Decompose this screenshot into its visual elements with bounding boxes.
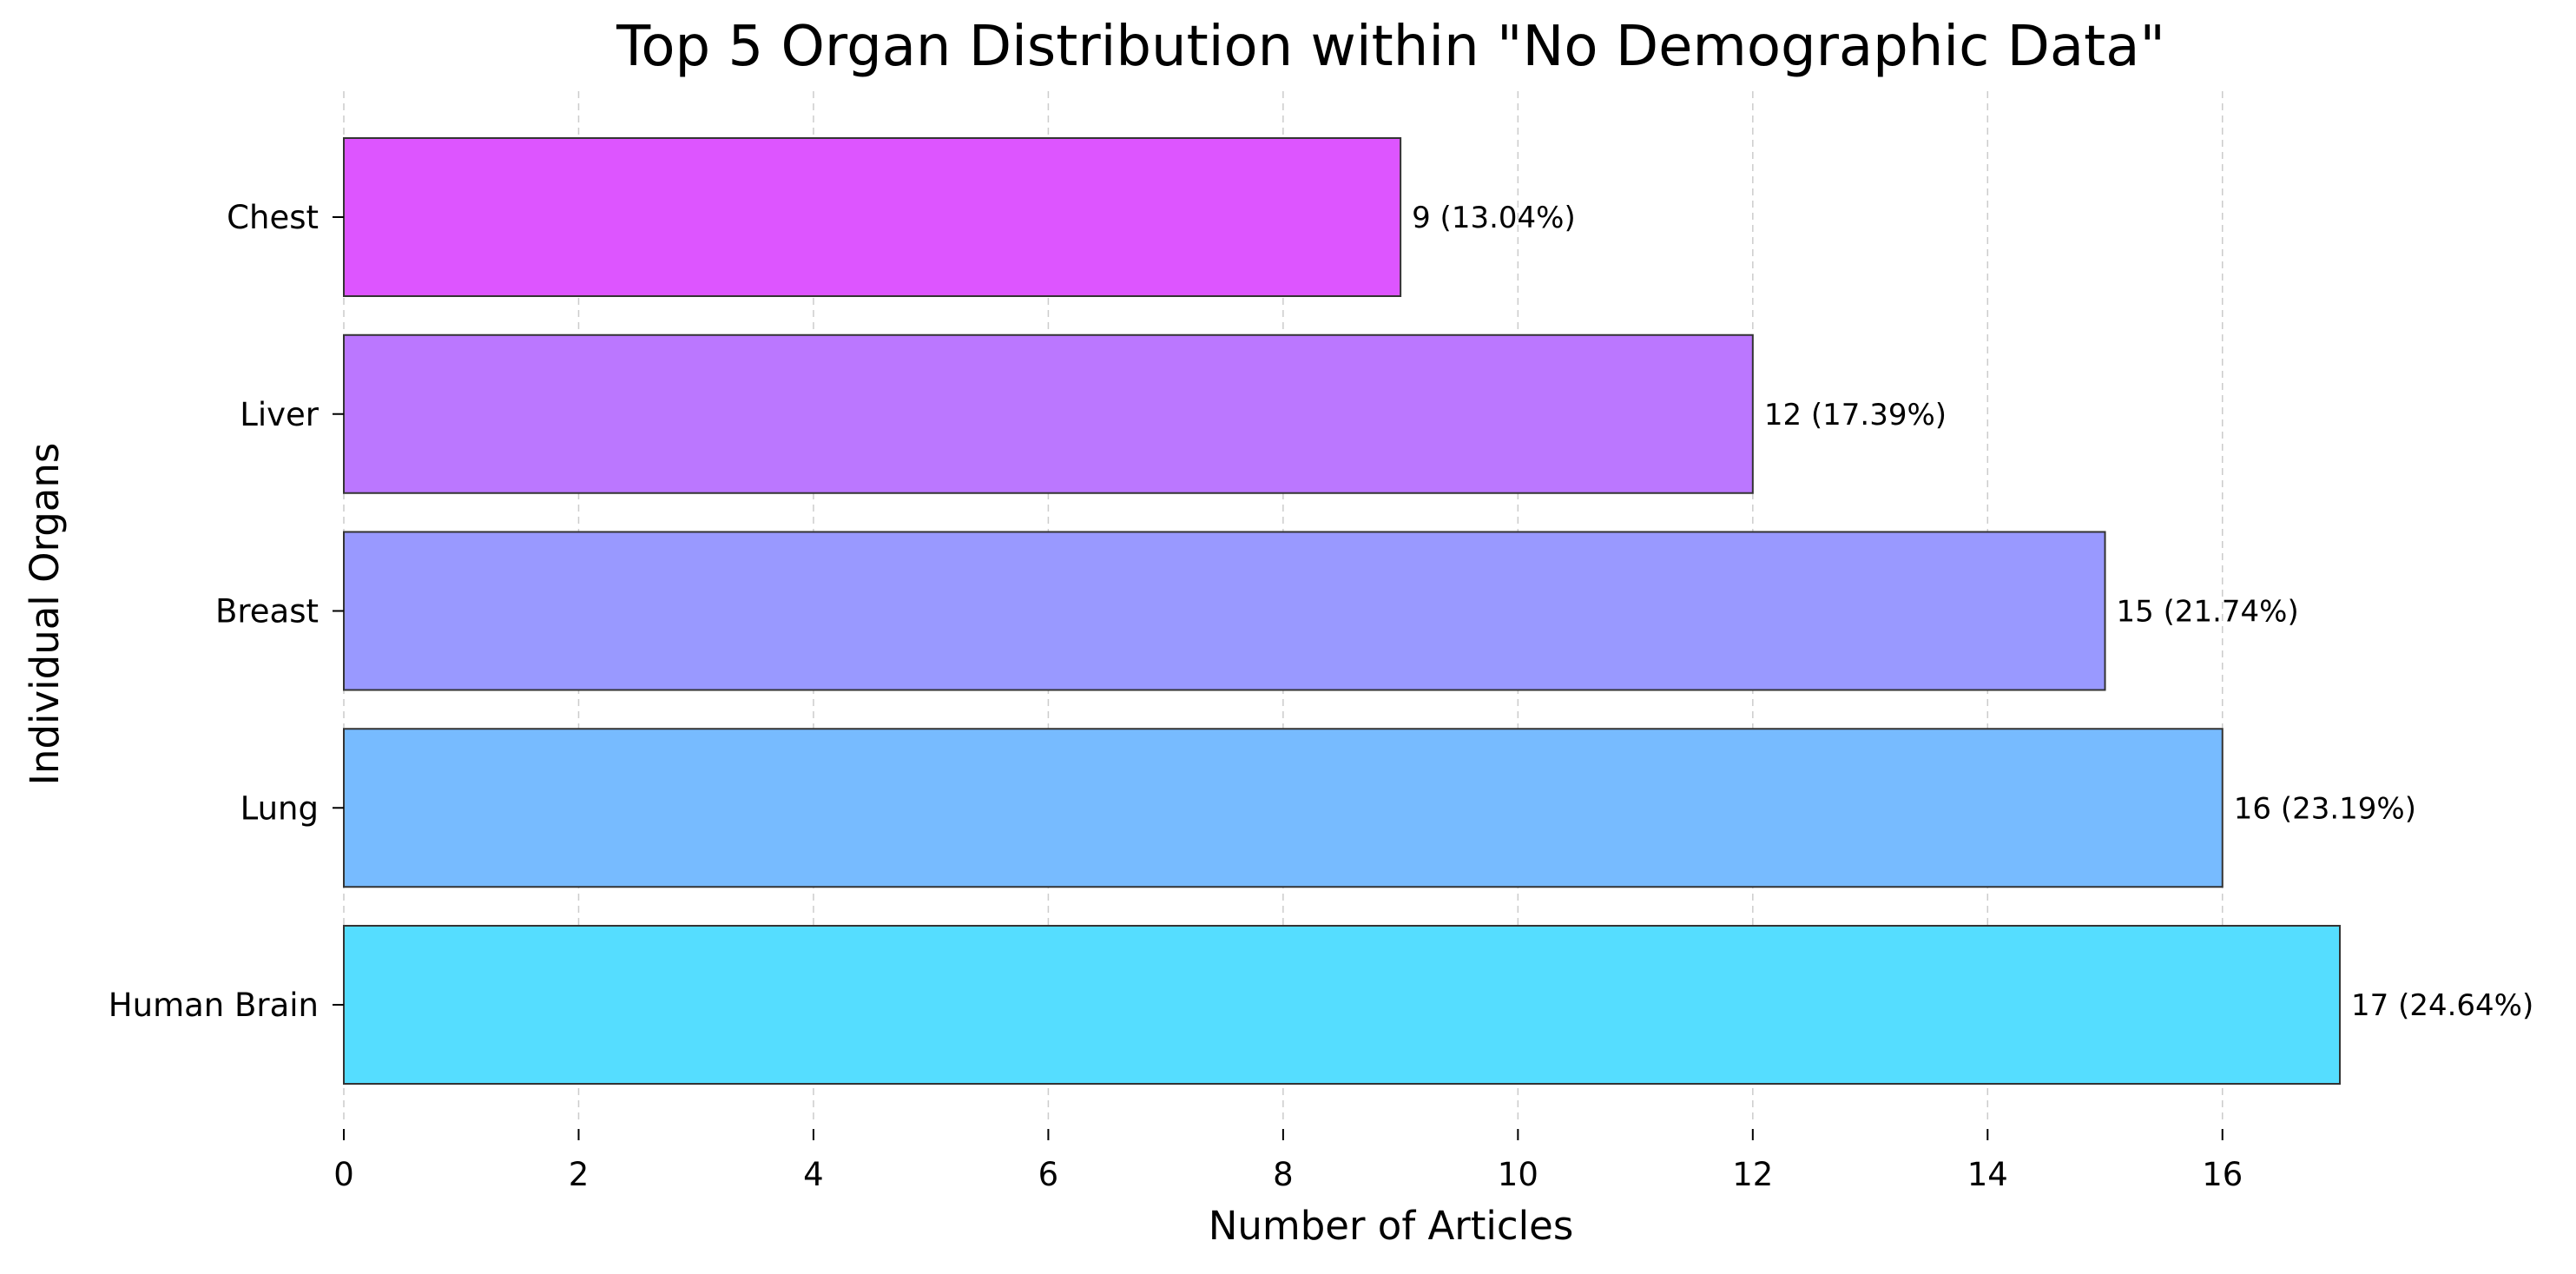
x-tick-label: 14 — [1967, 1156, 2008, 1193]
data-label: 9 (13.04%) — [1412, 201, 1576, 235]
y-tick-label: Breast — [215, 593, 319, 630]
data-labels: 17 (24.64%) 16 (23.19%) 15 (21.74%) 12 (17.… — [1412, 201, 2533, 1023]
x-tick-label: 12 — [1732, 1156, 1773, 1193]
data-label: 17 (24.64%) — [2351, 988, 2533, 1023]
y-tick-label: Human Brain — [109, 987, 319, 1024]
x-axis-label: Number of Articles — [1209, 1203, 1574, 1249]
bar-chest — [343, 137, 1402, 297]
y-tick-label: Lung — [240, 789, 319, 827]
x-axis: 0 2 4 6 8 10 12 14 16 — [333, 1129, 2243, 1193]
y-axis: Human Brain Lung Breast Liver Chest — [109, 199, 344, 1024]
data-label: 15 (21.74%) — [2117, 595, 2299, 630]
y-tick-label: Chest — [227, 199, 319, 236]
x-tick-label: 6 — [1038, 1156, 1059, 1193]
y-axis-label: Individual Organs — [22, 443, 68, 786]
x-tick-label: 16 — [2202, 1156, 2243, 1193]
x-tick-label: 2 — [569, 1156, 590, 1193]
x-tick-label: 10 — [1498, 1156, 1538, 1193]
bar-human-brain — [343, 925, 2341, 1085]
bar-breast — [343, 531, 2106, 691]
chart-title: Top 5 Organ Distribution within "No Demo… — [616, 15, 2165, 79]
data-label: 12 (17.39%) — [1764, 398, 1947, 432]
data-label: 16 (23.19%) — [2234, 791, 2416, 826]
bar-lung — [343, 728, 2224, 888]
x-tick-label: 0 — [333, 1156, 354, 1193]
x-tick-label: 8 — [1273, 1156, 1294, 1193]
bars — [343, 137, 2341, 1085]
bar-liver — [343, 333, 1754, 494]
x-tick-label: 4 — [803, 1156, 824, 1193]
y-tick-label: Liver — [240, 396, 320, 433]
